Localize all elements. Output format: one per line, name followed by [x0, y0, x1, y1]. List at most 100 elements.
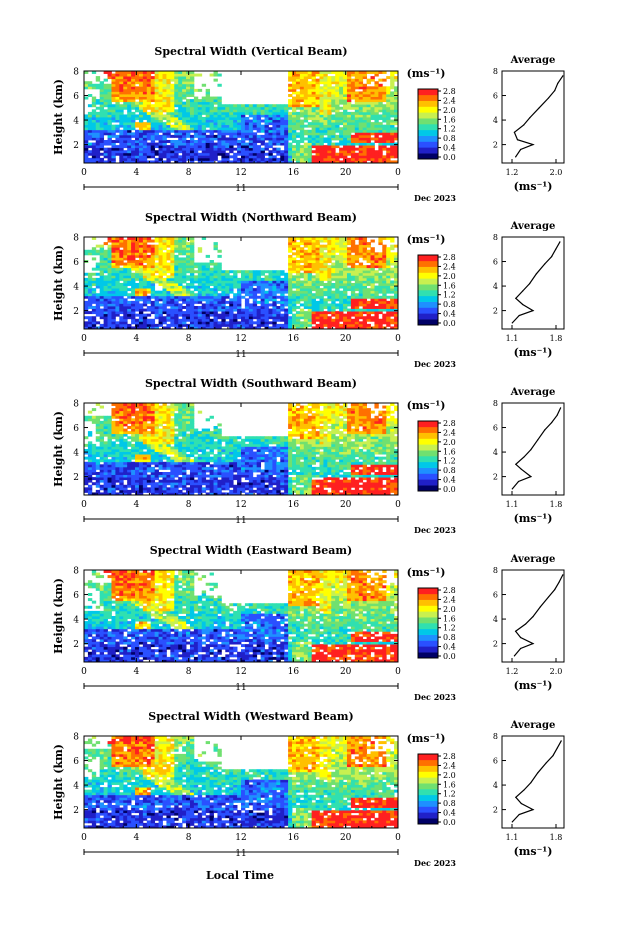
heatmap-cell — [335, 134, 340, 138]
heatmap-cell — [292, 242, 297, 246]
heatmap-cell — [323, 157, 328, 161]
average-profile-point — [555, 248, 557, 250]
heatmap-cell — [115, 101, 120, 105]
heatmap-cell — [276, 275, 281, 279]
heatmap-cell — [209, 117, 214, 120]
heatmap-cell — [123, 272, 128, 276]
heatmap-cell — [280, 293, 285, 297]
heatmap-cell — [303, 323, 309, 327]
heatmap-cell — [174, 303, 179, 307]
heatmap-cell — [244, 283, 250, 286]
heatmap-cell — [244, 111, 250, 115]
heatmap-cell — [241, 290, 246, 294]
heatmap-cell — [189, 124, 195, 128]
heatmap-cell — [362, 147, 368, 151]
heatmap-cell — [217, 277, 222, 281]
heatmap-cell — [248, 155, 254, 159]
heatmap-cell — [292, 76, 297, 80]
heatmap-cell — [138, 247, 144, 251]
heatmap-cell — [366, 122, 371, 126]
heatmap-cell — [138, 78, 144, 82]
heatmap-cell — [99, 300, 105, 304]
heatmap-cell — [233, 127, 238, 131]
heatmap-cell — [115, 265, 120, 269]
heatmap-cell — [268, 155, 273, 159]
heatmap-cell — [315, 288, 320, 292]
colorbar-tick-label: 1.2 — [443, 125, 456, 134]
heatmap-cell — [91, 111, 97, 115]
heatmap-cell — [276, 142, 281, 146]
heatmap-cell — [295, 267, 301, 271]
heatmap-cell — [319, 137, 324, 141]
heatmap-cell — [374, 275, 379, 279]
heatmap-cell — [394, 293, 399, 297]
heatmap-cell — [107, 152, 112, 156]
heatmap-cell — [119, 88, 124, 92]
heatmap-cell — [91, 86, 97, 90]
heatmap-cell — [84, 326, 89, 330]
heatmap-cell — [201, 326, 207, 330]
y-tick-label: 4 — [73, 117, 79, 127]
heatmap-cell — [292, 137, 297, 141]
heatmap-cell — [123, 71, 128, 74]
heatmap-cell — [386, 132, 391, 136]
heatmap-cell — [111, 119, 116, 123]
heatmap-cell — [350, 272, 356, 276]
heatmap-cell — [166, 303, 171, 307]
heatmap-cell — [233, 122, 238, 126]
heatmap-cell — [295, 313, 301, 317]
heatmap-cell — [315, 132, 320, 136]
heatmap-cell — [229, 288, 234, 292]
heatmap-cell — [115, 96, 120, 100]
heatmap-cell — [315, 260, 320, 263]
heatmap-cell — [327, 129, 332, 133]
heatmap-cell — [362, 129, 368, 133]
heatmap-cell — [303, 277, 309, 281]
heatmap-cell — [115, 111, 120, 115]
heatmap-cell — [394, 78, 399, 82]
heatmap-cell — [119, 308, 124, 312]
heatmap-cell — [276, 132, 281, 136]
heatmap-cell — [299, 81, 305, 85]
heatmap-cell — [331, 104, 336, 108]
heatmap-cell — [87, 134, 93, 138]
heatmap-cell — [248, 104, 254, 108]
heatmap-cell — [186, 94, 191, 97]
heatmap-cell — [162, 288, 167, 292]
heatmap-cell — [382, 124, 387, 128]
heatmap-cell — [95, 262, 101, 266]
heatmap-cell — [127, 242, 132, 246]
heatmap-cell — [162, 155, 167, 159]
heatmap-cell — [358, 147, 364, 151]
heatmap-cell — [103, 252, 108, 256]
heatmap-cell — [123, 122, 128, 126]
heatmap-cell — [311, 237, 316, 240]
colorbar-segment — [418, 118, 438, 125]
heatmap-cell — [339, 71, 344, 74]
heatmap-cell — [358, 132, 364, 136]
heatmap-cell — [217, 106, 222, 110]
heatmap-cell — [374, 104, 379, 108]
heatmap-cell — [201, 323, 207, 327]
heatmap-cell — [205, 283, 211, 286]
heatmap-cell — [315, 137, 320, 141]
heatmap-cell — [241, 117, 246, 120]
heatmap-cell — [366, 94, 371, 97]
heatmap-cell — [209, 101, 214, 105]
heatmap-cell — [303, 242, 309, 246]
heatmap-cell — [343, 99, 348, 103]
heatmap-cell — [178, 242, 183, 246]
heatmap-cell — [193, 101, 199, 105]
heatmap-cell — [292, 78, 297, 82]
heatmap-cell — [150, 150, 156, 154]
heatmap-cell — [260, 321, 265, 325]
heatmap-cell — [221, 285, 226, 289]
heatmap-cell — [319, 239, 324, 243]
heatmap-cell — [217, 323, 222, 327]
heatmap-cell — [233, 300, 238, 304]
heatmap-cell — [350, 134, 356, 138]
heatmap-cell — [323, 323, 328, 327]
heatmap-cell — [248, 109, 254, 113]
heatmap-cell — [150, 124, 156, 128]
heatmap-cell — [358, 247, 364, 251]
